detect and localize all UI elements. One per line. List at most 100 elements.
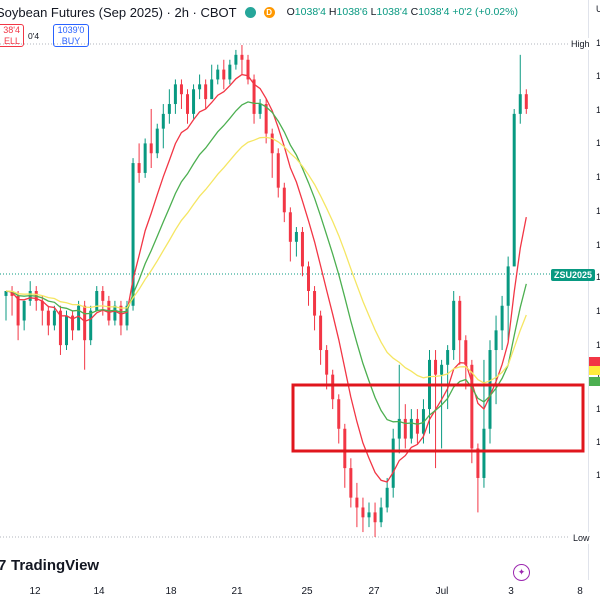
candle-body	[240, 54, 244, 60]
time-axis-label: Jul	[435, 586, 449, 597]
price-scale-label: 1	[596, 172, 600, 182]
candle-body	[179, 84, 183, 95]
candle-body	[95, 291, 99, 311]
price-scale-label: 1	[596, 240, 600, 250]
candle-body	[349, 468, 353, 498]
candle-body	[4, 291, 8, 296]
candle-body	[113, 305, 117, 321]
candle-body	[52, 310, 56, 326]
candle-body	[494, 330, 498, 351]
ma-mid-scale-marker	[589, 377, 600, 386]
candle-body	[246, 59, 250, 80]
price-scale-label: 1	[596, 371, 600, 381]
tradingview-logo[interactable]: 7 TradingView	[0, 557, 100, 574]
low-price-tag: Low	[570, 532, 593, 544]
ma-slow-line	[5, 136, 527, 384]
candle-body	[282, 187, 286, 213]
candle-body	[397, 418, 401, 439]
tradingview-mark-icon: 7	[0, 557, 7, 574]
ma-fast-scale-marker	[589, 357, 600, 366]
candle-body	[391, 438, 395, 488]
candle-body	[470, 364, 474, 449]
candle-body	[385, 487, 389, 508]
candle-body	[143, 143, 147, 173]
candle-body	[343, 428, 347, 469]
candle-body	[192, 89, 196, 114]
ma-slow-scale-marker	[589, 366, 600, 375]
price-scale-label: U	[596, 4, 600, 14]
candle-body	[210, 79, 214, 100]
price-scale-label: 1	[596, 71, 600, 81]
candle-body	[216, 69, 220, 80]
candle-body	[16, 295, 20, 326]
candle-body	[125, 305, 129, 326]
candle-body	[10, 291, 14, 296]
buy-price: 1039'0	[57, 25, 85, 35]
sell-price: 38'4	[3, 25, 20, 35]
candle-body	[319, 315, 323, 351]
price-scale-label: 1	[596, 340, 600, 350]
high-price-tag: High	[568, 38, 593, 50]
candle-body	[458, 300, 462, 341]
price-scale-label: 1	[596, 105, 600, 115]
candle-body	[512, 113, 516, 267]
candle-body	[482, 428, 486, 478]
ohlc-high: 1038'6	[336, 6, 368, 18]
price-scale-label: 1	[596, 272, 600, 282]
candle-body	[270, 133, 274, 154]
ohlc-readout: O1038'4 H1038'6 L1038'4 C1038'4 +0'2 (+0…	[286, 6, 518, 18]
ohlc-open: 1038'4	[294, 6, 326, 18]
price-scale-label: 1	[596, 38, 600, 48]
price-scale-label: 1	[596, 306, 600, 316]
candle-body	[89, 310, 93, 341]
time-axis-label: 21	[231, 586, 243, 597]
candle-body	[294, 231, 298, 242]
buy-button[interactable]: 1039'0 BUY	[53, 24, 89, 47]
candle-body	[155, 128, 159, 154]
ohlc-low: 1038'4	[376, 6, 408, 18]
candle-body	[234, 54, 238, 65]
support-zone-box	[291, 383, 585, 453]
price-scale-label: 1	[596, 470, 600, 480]
magic-wand-icon[interactable]: ✦	[513, 564, 530, 581]
symbol-title[interactable]: Soybean Futures (Sep 2025) · 2h · CBOT	[0, 4, 237, 20]
price-scale-label: 1	[596, 138, 600, 148]
candle-body	[137, 163, 141, 173]
candle-body	[149, 143, 153, 154]
candle-body	[434, 359, 438, 375]
candle-body	[40, 300, 44, 311]
candle-body	[22, 300, 26, 321]
candle-body	[83, 305, 87, 341]
candle-body	[355, 497, 359, 508]
time-axis-label: 3	[508, 586, 514, 597]
price-scale[interactable]: U 1 1 1 1 1 1 1 1 1 1 1 1 1 1	[588, 0, 600, 580]
ohlc-change: +0'2 (+0.02%)	[452, 6, 518, 18]
time-axis-label: 14	[93, 586, 105, 597]
sell-button[interactable]: 38'4 ELL	[0, 24, 24, 47]
delayed-data-badge[interactable]: D	[263, 6, 275, 18]
time-axis-label: 12	[29, 586, 41, 597]
candle-body	[58, 310, 62, 346]
candle-body	[524, 94, 528, 109]
candle-body	[415, 418, 419, 434]
candle-body	[325, 350, 329, 375]
time-axis-label: 8	[577, 586, 583, 597]
candle-body	[379, 507, 383, 523]
candle-body	[300, 231, 304, 267]
candle-body	[452, 300, 456, 351]
spread-value: 0'4	[28, 31, 40, 41]
candle-body	[367, 512, 371, 518]
candle-body	[131, 163, 135, 306]
candle-body	[228, 64, 232, 80]
candle-body	[186, 94, 189, 114]
candle-body	[161, 113, 165, 129]
candle-body	[222, 69, 226, 80]
candle-body	[252, 79, 256, 114]
symbol-price-tag: ZSU2025	[551, 269, 596, 281]
candle-body	[506, 266, 510, 306]
candle-body	[65, 315, 68, 346]
candle-body	[258, 104, 262, 114]
candle-body	[173, 84, 177, 105]
candle-body	[464, 340, 468, 365]
